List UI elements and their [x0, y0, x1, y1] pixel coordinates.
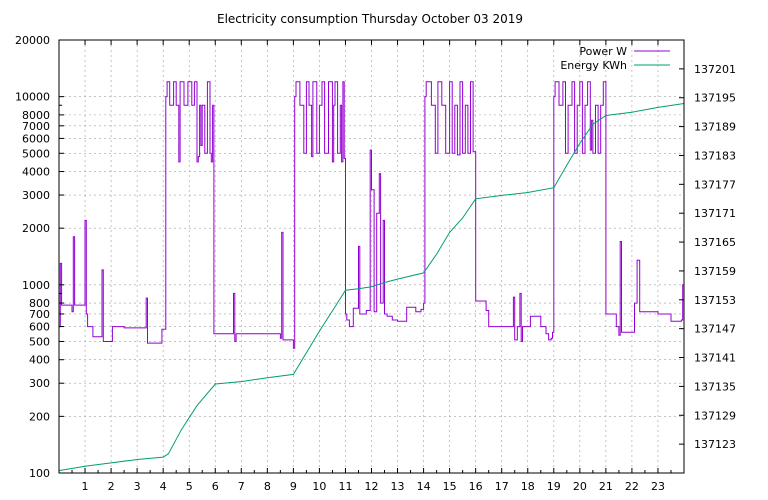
- legend-label-power: Power W: [579, 45, 627, 58]
- y-left-tick-label: 20000: [15, 34, 50, 47]
- y-left-tick-label: 600: [29, 321, 50, 334]
- x-tick-label: 20: [573, 480, 587, 493]
- y-left-tick-label: 7000: [22, 120, 50, 133]
- y-right-tick-label: 137183: [694, 149, 736, 162]
- y-left-tick-label: 300: [29, 377, 50, 390]
- x-tick-label: 4: [160, 480, 167, 493]
- y-left-tick-label: 10000: [15, 91, 50, 104]
- y-left-tick-label: 800: [29, 297, 50, 310]
- x-tick-label: 14: [417, 480, 431, 493]
- x-tick-label: 2: [108, 480, 115, 493]
- y-right-tick-label: 137141: [694, 352, 736, 365]
- y-right-tick-label: 137177: [694, 178, 736, 191]
- energy-kwh-line: [58, 103, 685, 472]
- y-left-tick-label: 2000: [22, 222, 50, 235]
- y-right-tick-label: 137129: [694, 409, 736, 422]
- x-tick-label: 12: [365, 480, 379, 493]
- y-left-tick-label: 8000: [22, 109, 50, 122]
- legend-label-energy: Energy KWh: [560, 59, 627, 72]
- x-tick-label: 11: [338, 480, 352, 493]
- y-left-tick-label: 6000: [22, 132, 50, 145]
- x-tick-label: 18: [521, 480, 535, 493]
- y-right-tick-label: 137195: [694, 92, 736, 105]
- x-tick-label: 8: [264, 480, 271, 493]
- y-right-tick-label: 137123: [694, 438, 736, 451]
- series-layer: [58, 81, 685, 472]
- x-tick-label: 15: [443, 480, 457, 493]
- y-left-tick-label: 4000: [22, 166, 50, 179]
- y-right-tick-label: 137159: [694, 265, 736, 278]
- x-tick-label: 10: [312, 480, 326, 493]
- y-right-tick-label: 137171: [694, 207, 736, 220]
- y-left-tick-label: 3000: [22, 189, 50, 202]
- y-left-tick-label: 700: [29, 308, 50, 321]
- x-tick-label: 13: [391, 480, 405, 493]
- x-tick-label: 19: [547, 480, 561, 493]
- y-right-tick-label: 137153: [694, 294, 736, 307]
- y-right-tick-label: 137147: [694, 323, 736, 336]
- y-left-tick-label: 500: [29, 335, 50, 348]
- y-right-tick-label: 137135: [694, 380, 736, 393]
- x-tick-label: 17: [495, 480, 509, 493]
- x-tick-label: 23: [651, 480, 665, 493]
- x-tick-label: 7: [238, 480, 245, 493]
- y-left-tick-label: 1000: [22, 279, 50, 292]
- y-left-tick-label: 200: [29, 410, 50, 423]
- legend: Power W Energy KWh: [560, 45, 670, 72]
- x-tick-label: 9: [290, 480, 297, 493]
- x-tick-label: 5: [186, 480, 193, 493]
- x-tick-label: 6: [212, 480, 219, 493]
- chart-title: Electricity consumption Thursday October…: [217, 12, 523, 26]
- x-tick-label: 22: [625, 480, 639, 493]
- power-w-line: [59, 81, 685, 349]
- y-left-tick-label: 100: [29, 467, 50, 480]
- x-tick-label: 3: [134, 480, 141, 493]
- y-left-tick-label: 5000: [22, 147, 50, 160]
- y-left-tick-label: 400: [29, 354, 50, 367]
- x-tick-label: 21: [599, 480, 613, 493]
- y-right-tick-label: 137165: [694, 236, 736, 249]
- y-right-tick-label: 137201: [694, 63, 736, 76]
- x-tick-label: 1: [82, 480, 89, 493]
- y-right-tick-label: 137189: [694, 121, 736, 134]
- x-tick-label: 16: [469, 480, 483, 493]
- ticks: 1 2 3 4 5 6 7 8 9 10 11 12 13 14 15 16 17 18 19 20 21 22 23100…: [15, 34, 736, 493]
